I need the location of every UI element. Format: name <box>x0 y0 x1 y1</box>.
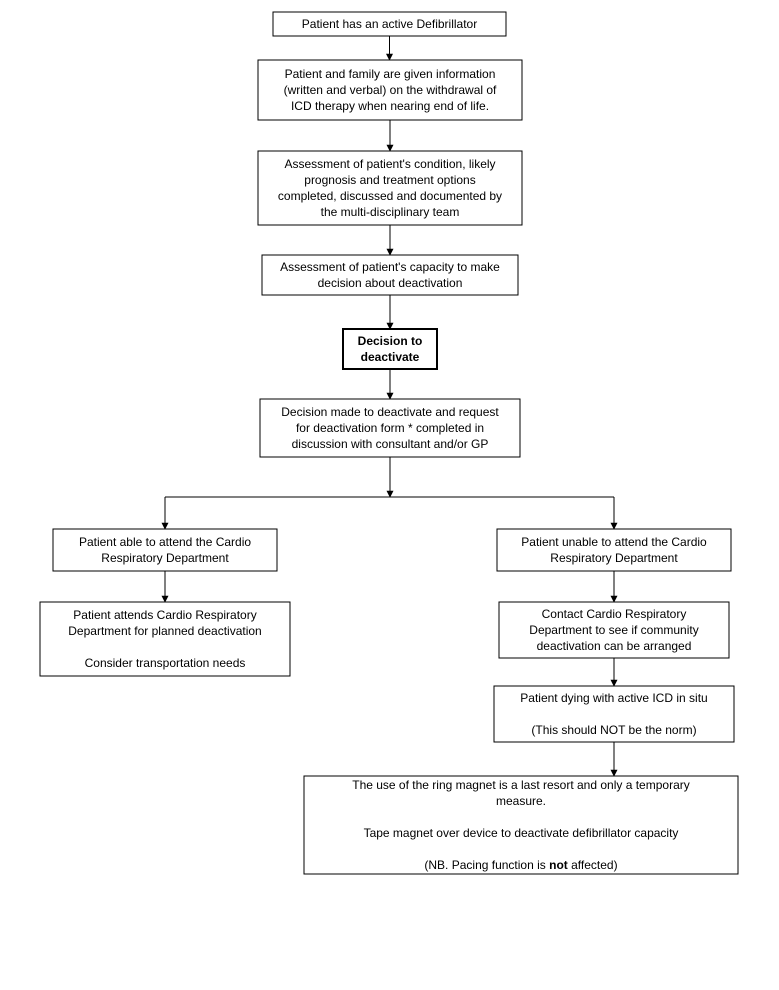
node-text: Patient unable to attend the Cardio <box>521 535 707 549</box>
node-text: decision about deactivation <box>318 276 463 290</box>
node-text: Department for planned deactivation <box>68 624 261 638</box>
node-text: Patient dying with active ICD in situ <box>520 691 707 705</box>
node-text: deactivate <box>361 350 420 364</box>
node-text: Contact Cardio Respiratory <box>542 607 687 621</box>
node-text: Patient able to attend the Cardio <box>79 535 251 549</box>
flow-node-n11: Patient dying with active ICD in situ (Th… <box>494 686 734 742</box>
node-text: Department to see if community <box>529 623 698 637</box>
node-text: Patient has an active Defibrillator <box>302 17 477 31</box>
node-text: Respiratory Department <box>550 551 678 565</box>
node-text: deactivation can be arranged <box>537 639 692 653</box>
flow-node-n3: Assessment of patient's condition, likel… <box>258 151 522 225</box>
flow-node-n7: Patient able to attend the Cardio Respira… <box>53 529 277 571</box>
node-text: (NB. Pacing function is not affected) <box>424 858 617 872</box>
node-text: Assessment of patient's condition, likel… <box>284 157 495 171</box>
flow-node-n10: Contact Cardio Respiratory Department to … <box>499 602 729 658</box>
node-text: measure. <box>496 794 546 808</box>
flow-node-n9: Patient attends Cardio Respiratory Depart… <box>40 602 290 676</box>
flow-node-n8: Patient unable to attend the Cardio Respi… <box>497 529 731 571</box>
node-text: Decision made to deactivate and request <box>281 405 499 419</box>
nodes-layer: Patient has an active Defibrillator Patie… <box>40 12 738 874</box>
node-text: (written and verbal) on the withdrawal o… <box>284 83 497 97</box>
flow-node-n12: The use of the ring magnet is a last res… <box>304 776 738 874</box>
node-text: ICD therapy when nearing end of life. <box>291 99 489 113</box>
flow-node-n4: Assessment of patient's capacity to make… <box>262 255 518 295</box>
node-text: Patient and family are given information <box>285 67 496 81</box>
flowchart-canvas: Patient has an active Defibrillator Patie… <box>0 0 779 990</box>
node-text: Assessment of patient's capacity to make <box>280 260 500 274</box>
node-text: discussion with consultant and/or GP <box>292 437 489 451</box>
node-text: the multi-disciplinary team <box>321 205 460 219</box>
node-text: completed, discussed and documented by <box>278 189 502 203</box>
node-text: (This should NOT be the norm) <box>531 723 696 737</box>
node-text: Tape magnet over device to deactivate de… <box>364 826 679 840</box>
node-text: for deactivation form * completed in <box>296 421 484 435</box>
node-text: Decision to <box>358 334 423 348</box>
node-text: Patient attends Cardio Respiratory <box>73 608 256 622</box>
flow-node-n2: Patient and family are given information… <box>258 60 522 120</box>
node-text: Consider transportation needs <box>85 656 246 670</box>
flow-node-n6: Decision made to deactivate and request f… <box>260 399 520 457</box>
flow-node-n1: Patient has an active Defibrillator <box>273 12 506 36</box>
node-text: Respiratory Department <box>101 551 229 565</box>
node-text: The use of the ring magnet is a last res… <box>352 778 690 792</box>
node-text: prognosis and treatment options <box>304 173 475 187</box>
flow-node-n5: Decision to deactivate <box>343 329 437 369</box>
